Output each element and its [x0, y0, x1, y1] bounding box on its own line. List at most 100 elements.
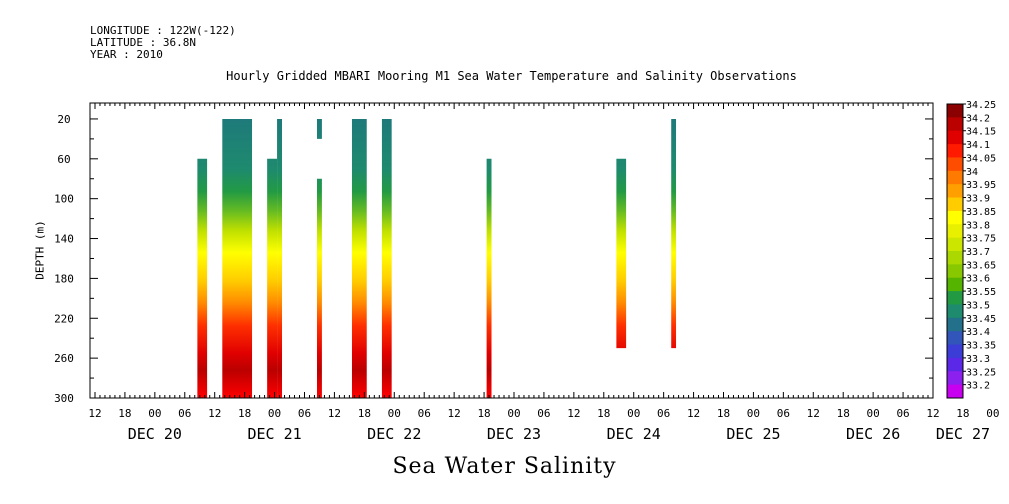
x-hour-tick-label: 00 [747, 407, 760, 420]
y-tick-label: 220 [54, 312, 74, 325]
colorbar-label: 33.45 [966, 314, 996, 325]
x-day-label: DEC 23 [487, 425, 541, 443]
salinity-column [222, 118, 253, 398]
colorbar-swatch [947, 144, 963, 158]
salinity-column [351, 118, 367, 398]
longitude-label: LONGITUDE : 122W(-122) [90, 24, 236, 37]
colorbar-swatch [947, 157, 963, 172]
salinity-column [486, 158, 492, 398]
colorbar-label: 33.25 [966, 367, 996, 378]
colorbar-label: 33.65 [966, 260, 996, 271]
plot-frame [89, 102, 934, 399]
x-day-label: DEC 20 [128, 425, 182, 443]
y-tick-label: 60 [57, 153, 70, 166]
x-day-label: DEC 21 [247, 425, 301, 443]
x-day-label: DEC 24 [607, 425, 661, 443]
x-hour-tick-label: 00 [627, 407, 640, 420]
colorbar-swatch [947, 184, 963, 199]
x-day-label: DEC 26 [846, 425, 900, 443]
colorbar-label: 33.75 [966, 234, 996, 245]
colorbar-label: 33.95 [966, 180, 996, 191]
y-tick-label: 140 [54, 233, 74, 246]
chart-title: Hourly Gridded MBARI Mooring M1 Sea Wate… [226, 69, 797, 83]
colorbar-label: 33.7 [966, 247, 990, 258]
x-hour-tick-label: 12 [88, 407, 101, 420]
latitude-label: LATITUDE : 36.8N [90, 36, 196, 49]
colorbar-label: 33.85 [966, 207, 996, 218]
x-hour-tick-label: 18 [477, 407, 490, 420]
y-tick-label: 20 [57, 113, 70, 126]
colorbar-swatch [947, 130, 963, 145]
colorbar-label: 33.2 [966, 381, 990, 392]
colorbar-swatch [947, 344, 963, 359]
x-hour-tick-label: 00 [986, 407, 999, 420]
x-hour-tick-label: 06 [657, 407, 670, 420]
salinity-column [616, 158, 627, 349]
colorbar-swatch [947, 317, 963, 332]
colorbar-label: 33.8 [966, 220, 990, 231]
x-hour-tick-label: 18 [358, 407, 371, 420]
colorbar-label: 34.2 [966, 113, 990, 124]
x-hour-tick-label: 18 [717, 407, 730, 420]
colorbar-label: 34.25 [966, 100, 996, 111]
colorbar-swatch [947, 170, 963, 185]
colorbar-swatch [947, 357, 963, 372]
x-hour-tick-label: 06 [777, 407, 790, 420]
x-hour-tick-label: 06 [178, 407, 191, 420]
colorbar-label: 34 [966, 167, 978, 178]
colorbar-swatch [947, 251, 963, 265]
footer-title: Sea Water Salinity [392, 454, 617, 479]
salinity-column [381, 118, 392, 398]
colorbar-label: 34.15 [966, 127, 996, 138]
colorbar-swatch [947, 384, 963, 399]
salinity-column [267, 158, 278, 398]
x-hour-tick-label: 12 [328, 407, 341, 420]
x-hour-tick-label: 12 [567, 407, 580, 420]
x-hour-tick-label: 12 [807, 407, 820, 420]
colorbar-label: 33.4 [966, 327, 990, 338]
colorbar-swatch [947, 237, 963, 252]
y-tick-label: 300 [54, 392, 74, 405]
colorbar-swatch [947, 277, 963, 292]
x-hour-tick-label: 00 [388, 407, 401, 420]
colorbar-label: 34.05 [966, 153, 996, 164]
x-hour-tick-label: 12 [926, 407, 939, 420]
colorbar-label: 33.55 [966, 287, 996, 298]
colorbar-label: 33.6 [966, 274, 990, 285]
colorbar-swatch [947, 331, 963, 346]
x-hour-tick-label: 18 [238, 407, 251, 420]
colorbar-label: 33.35 [966, 341, 996, 352]
colorbar-label: 33.3 [966, 354, 990, 365]
colorbar-swatch [947, 371, 963, 386]
salinity-heatmap: 12 18 00 06 12 18 00 06 12 18 00 06 12 18 00 06 12 18 00 06… [54, 100, 999, 443]
x-hour-tick-label: 00 [507, 407, 520, 420]
x-hour-tick-label: 12 [687, 407, 700, 420]
x-day-label: DEC 25 [726, 425, 780, 443]
x-hour-tick-label: 06 [537, 407, 550, 420]
colorbar-swatch [947, 117, 963, 132]
x-hour-tick-label: 00 [268, 407, 281, 420]
x-hour-tick-label: 00 [867, 407, 880, 420]
x-hour-tick-label: 12 [448, 407, 461, 420]
colorbar-label: 33.5 [966, 300, 990, 311]
y-tick-label: 180 [54, 272, 74, 285]
x-hour-tick-label: 06 [418, 407, 431, 420]
y-tick-label: 100 [54, 193, 74, 206]
x-hour-tick-label: 18 [597, 407, 610, 420]
colorbar-label: 34.1 [966, 140, 990, 151]
salinity-column [671, 118, 677, 349]
x-hour-tick-label: 00 [148, 407, 161, 420]
x-day-label: DEC 27 [936, 425, 990, 443]
x-hour-tick-label: 12 [208, 407, 221, 420]
x-hour-tick-label: 06 [298, 407, 311, 420]
salinity-column [316, 118, 322, 139]
colorbar-swatch [947, 304, 963, 319]
x-hour-tick-label: 18 [837, 407, 850, 420]
x-hour-tick-label: 18 [118, 407, 131, 420]
salinity-column [316, 178, 322, 398]
x-hour-tick-label: 18 [956, 407, 969, 420]
colorbar-label: 33.9 [966, 194, 990, 205]
colorbar-swatch [947, 197, 963, 212]
colorbar-swatch [947, 104, 963, 118]
x-day-label: DEC 22 [367, 425, 421, 443]
